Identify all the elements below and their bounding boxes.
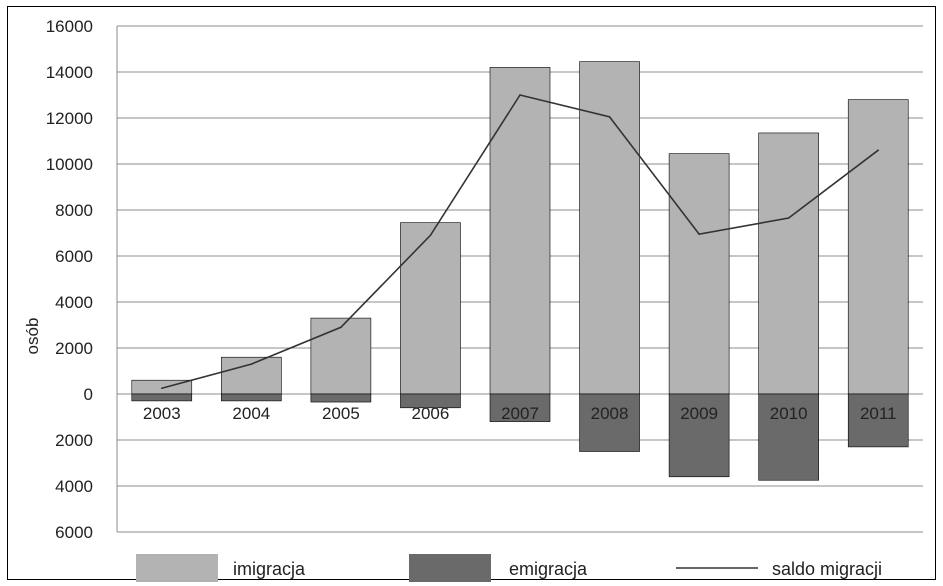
bar-emigracja-2007 [489, 393, 551, 422]
x-tick-label: 2007 [501, 404, 539, 423]
x-tick-label: 2010 [770, 404, 808, 423]
bar-emigracja-2005 [310, 393, 372, 403]
y-tick-label: 2000 [55, 339, 93, 358]
bar-emigracja-2003 [131, 393, 193, 402]
legend-swatch-emigracja [409, 554, 491, 582]
bar-imigracja-2004 [221, 356, 282, 395]
saldo-line [160, 94, 880, 390]
y-tick-label: 6000 [55, 523, 93, 542]
bar-emigracja-2004 [221, 393, 282, 402]
y-tick-label: 10000 [46, 155, 93, 174]
legend-label-emigracja: emigracja [509, 559, 588, 579]
y-tick-label: 8000 [55, 201, 93, 220]
bar-emigracja-2006 [400, 393, 461, 409]
bar-imigracja-2009 [668, 153, 730, 395]
imigracja-bars [131, 61, 909, 395]
bar-imigracja-2005 [310, 317, 372, 395]
saldo-point-2010 [787, 217, 790, 219]
y-tick-label: 14000 [46, 63, 93, 82]
bar-emigracja-2010 [758, 393, 819, 481]
saldo-point-2005 [340, 326, 342, 329]
saldo-point-2008 [608, 116, 611, 118]
y-tick-label: 12000 [46, 109, 93, 128]
emigracja-bars [131, 393, 909, 481]
y-tick-label: 4000 [55, 477, 93, 496]
x-tick-label: 2006 [412, 404, 450, 423]
saldo-point-2009 [698, 233, 700, 235]
legend-label-imigracja: imigracja [233, 559, 306, 579]
bar-emigracja-2009 [668, 393, 730, 478]
y-axis-label: osób [23, 318, 42, 355]
y-tick-label: 0 [84, 385, 93, 404]
saldo-point-2004 [250, 363, 253, 365]
saldo-point-2003 [160, 387, 163, 390]
x-tick-labels: 2003 2004 2005 2006 2007 2008 2009 2010 2011 [143, 404, 897, 423]
y-tick-label: 2000 [55, 431, 93, 450]
bar-emigracja-2011 [847, 393, 909, 448]
saldo-point-2007 [519, 94, 521, 96]
bar-imigracja-2010 [758, 132, 819, 395]
x-tick-label: 2004 [232, 404, 270, 423]
bar-emigracja-2008 [579, 393, 640, 452]
x-tick-label: 2011 [860, 404, 897, 423]
legend: imigracja emigracja saldo migracji [136, 554, 882, 582]
bar-imigracja-2011 [847, 99, 909, 395]
bar-imigracja-2006 [400, 222, 461, 395]
x-tick-label: 2003 [143, 404, 181, 423]
y-tick-label: 6000 [55, 247, 93, 266]
y-tick-label: 4000 [55, 293, 93, 312]
x-tick-label: 2008 [591, 404, 629, 423]
saldo-point-2006 [429, 234, 432, 237]
legend-label-saldo: saldo migracji [772, 559, 882, 579]
saldo-point-2011 [877, 149, 880, 151]
x-tick-label: 2005 [322, 404, 360, 423]
x-tick-label: 2009 [680, 404, 718, 423]
legend-swatch-imigracja [136, 554, 218, 582]
y-tick-labels: 16000 14000 12000 10000 8000 6000 4000 2000 0 200… [46, 17, 93, 542]
y-tick-label: 16000 [46, 17, 93, 36]
bar-imigracja-2007 [489, 67, 551, 395]
